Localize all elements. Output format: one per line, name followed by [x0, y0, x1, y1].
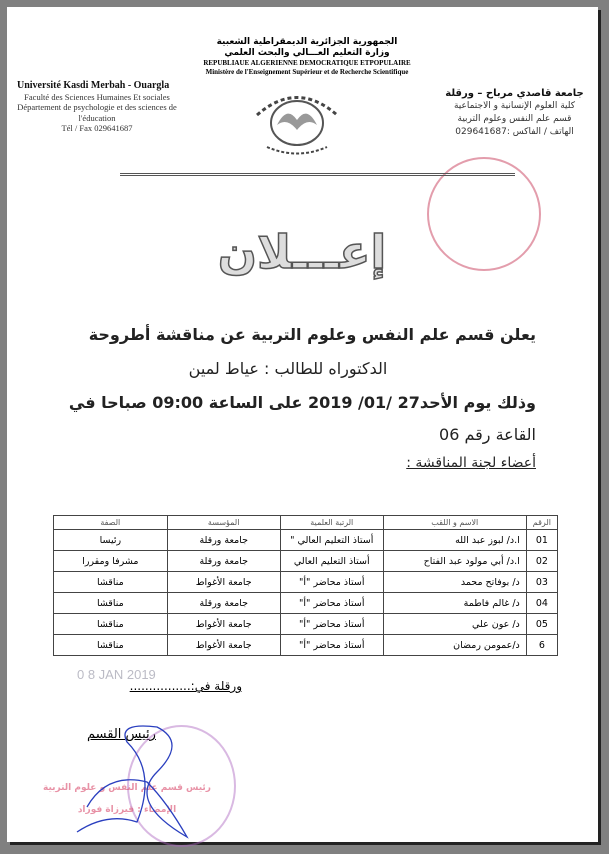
body-line-3: وذلك يوم الأحد27 /01/ 2019 على الساعة 09…	[68, 393, 536, 412]
cell-institution: جامعة ورقلة	[166, 529, 281, 551]
cell-institution: جامعة الأغواط	[166, 634, 281, 656]
cell-name: ا.د/ أبي مولود عبد الفتاح	[382, 550, 527, 572]
faculty-ar: كلية العلوم الإنسانية و الاجتماعية	[453, 101, 576, 111]
cell-number: 01	[525, 529, 559, 551]
cell-rank: أستاذ محاضر "أ"	[279, 634, 384, 656]
cell-role: مشرفا ومقررا	[53, 550, 168, 572]
phone-ar: الهاتف / الفاكس :029641687	[455, 127, 574, 137]
department-fr: Département de psychologie et des scienc…	[17, 102, 177, 123]
place-date: ورقلة في:................	[129, 679, 242, 693]
cell-role: مناقشا	[53, 571, 168, 593]
cell-rank: أستاذ محاضر "أ"	[279, 613, 384, 635]
logo-emblem-icon	[256, 96, 338, 155]
body-line-2: الدكتوراه للطالب : عياط لمين	[188, 359, 388, 378]
cell-rank: أستاذ محاضر "أ"	[279, 592, 384, 614]
announcement-title: إعـــلان	[217, 224, 387, 280]
header-arabic: الجمهورية الجزائرية الديمقراطية الشعبية …	[157, 37, 457, 59]
col-role: الصفة	[53, 515, 168, 530]
department-ar: قسم علم النفس وعلوم التربية	[457, 114, 572, 124]
round-stamp	[127, 725, 236, 847]
document-page: الجمهورية الجزائرية الديمقراطية الشعبية …	[7, 7, 598, 847]
university-block-ar: جامعة قاصدي مرباح – ورقلة كلية العلوم ال…	[432, 87, 597, 139]
table-row: 01 ا.د/ لبوز عبد الله أستاذ التعليم العالي…	[53, 529, 559, 551]
signature	[76, 725, 189, 839]
cell-name: ا.د/ لبوز عبد الله	[382, 529, 527, 551]
cell-role: رئيسا	[53, 529, 168, 551]
cell-institution: جامعة الأغواط	[166, 571, 281, 593]
table-row: 04 د/ غالم فاطمة أستاذ محاضر "أ" جامعة ورقل…	[53, 592, 559, 614]
table-row: 05 د/ عون علي أستاذ محاضر "أ" جامعة الأغواط…	[53, 613, 559, 635]
ministry-ar: وزارة التعليم العـــالي والبحث العلمي	[224, 48, 390, 58]
cell-role: مناقشا	[53, 613, 168, 635]
cell-number: 02	[525, 550, 559, 572]
col-number: الرقم	[525, 515, 559, 530]
cell-name: د/ عون علي	[382, 613, 527, 635]
col-institution: المؤسسة	[166, 515, 281, 530]
header-divider	[120, 173, 515, 176]
republic-ar: الجمهورية الجزائرية الديمقراطية الشعبية	[216, 37, 398, 47]
col-name: الاسم و اللقب	[382, 515, 527, 530]
university-logo	[242, 85, 352, 155]
stamp-line-1: رئيس قسم علم النفس و علوم التربية	[43, 783, 211, 793]
committee-table: الرقم الاسم و اللقب الرتبة العلمية المؤس…	[53, 515, 559, 656]
table-header-row: الرقم الاسم و اللقب الرتبة العلمية المؤس…	[53, 515, 559, 530]
body-line-4: القاعة رقم 06	[439, 425, 536, 444]
cell-number: 05	[525, 613, 559, 635]
head-stamp-text: رئيس قسم علم النفس و علوم التربية الإمضا…	[42, 777, 212, 821]
body-line-1: يعلن قسم علم النفس وعلوم التربية عن مناق…	[88, 325, 536, 344]
header-french: REPUBLIAUE ALGERIENNE DEMOCRATIQUE ETPOP…	[127, 59, 487, 77]
cell-rank: أستاذ التعليم العالي	[279, 550, 384, 572]
cell-number: 03	[525, 571, 559, 593]
cell-role: مناقشا	[53, 634, 168, 656]
cell-number: 6	[525, 634, 559, 656]
cell-role: مناقشا	[53, 592, 168, 614]
cell-name: د/ غالم فاطمة	[382, 592, 527, 614]
cell-institution: جامعة ورقلة	[166, 592, 281, 614]
cell-institution: جامعة الأغواط	[166, 613, 281, 635]
col-rank: الرتبة العلمية	[279, 515, 384, 530]
cell-rank: أستاذ محاضر "أ"	[279, 571, 384, 593]
committee-heading: أعضاء لجنة المناقشة :	[406, 455, 536, 471]
cell-rank: أستاذ التعليم العالي "	[279, 529, 384, 551]
cell-name: د/ بوفاتح محمد	[382, 571, 527, 593]
cell-number: 04	[525, 592, 559, 614]
phone-fr: Tél / Fax 029641687	[61, 123, 133, 133]
cell-institution: جامعة ورقلة	[166, 550, 281, 572]
faculty-fr: Faculté des Sciences Humaines Et sociale…	[24, 91, 170, 102]
university-name-fr: Université Kasdi Merbah - Ouargla	[17, 80, 170, 91]
red-stamp-top	[427, 157, 541, 271]
ministry-fr: Ministère de l'Enseignement Supérieur et…	[205, 68, 409, 76]
date-stamp: 0 8 JAN 2019	[77, 667, 156, 682]
republic-fr: REPUBLIAUE ALGERIENNE DEMOCRATIQUE ETPOP…	[203, 59, 411, 67]
cell-name: د/عمومن رمضان	[382, 634, 527, 656]
table-row: 02 ا.د/ أبي مولود عبد الفتاح أستاذ التعليم…	[53, 550, 559, 572]
stamp-line-2: الإمضاء : قيرزاة فوزاد	[77, 805, 177, 815]
table-row: 03 د/ بوفاتح محمد أستاذ محاضر "أ" جامعة الأ…	[53, 571, 559, 593]
university-name-ar: جامعة قاصدي مرباح – ورقلة	[445, 88, 584, 99]
signatory-title: رئيس القسم	[87, 727, 156, 742]
table-row: 6 د/عمومن رمضان أستاذ محاضر "أ" جامعة الأغو…	[53, 634, 559, 656]
university-block-fr: Université Kasdi Merbah - Ouargla Facult…	[17, 80, 177, 134]
